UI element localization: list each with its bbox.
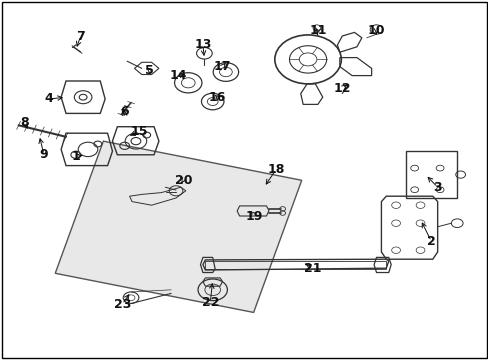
Text: 12: 12 bbox=[333, 82, 350, 95]
Bar bbox=[405, 151, 456, 198]
Text: 20: 20 bbox=[174, 174, 192, 186]
Text: 7: 7 bbox=[76, 30, 85, 42]
Text: 17: 17 bbox=[213, 60, 231, 73]
Text: 19: 19 bbox=[245, 210, 263, 222]
Text: 2: 2 bbox=[426, 235, 435, 248]
Text: 23: 23 bbox=[113, 298, 131, 311]
Text: 9: 9 bbox=[40, 148, 48, 161]
Text: 10: 10 bbox=[367, 24, 385, 37]
Text: 4: 4 bbox=[44, 93, 53, 105]
Text: 3: 3 bbox=[432, 181, 441, 194]
Text: 14: 14 bbox=[169, 69, 187, 82]
Text: 22: 22 bbox=[201, 296, 219, 309]
Text: 13: 13 bbox=[194, 39, 211, 51]
Text: 8: 8 bbox=[20, 116, 29, 129]
Text: 21: 21 bbox=[304, 262, 321, 275]
Text: 15: 15 bbox=[130, 125, 148, 138]
Text: 18: 18 bbox=[267, 163, 285, 176]
Bar bbox=[205, 261, 386, 269]
Text: 11: 11 bbox=[308, 24, 326, 37]
Text: 5: 5 bbox=[144, 64, 153, 77]
Text: 16: 16 bbox=[208, 91, 226, 104]
Polygon shape bbox=[55, 141, 301, 312]
Text: 1: 1 bbox=[71, 150, 80, 163]
Text: 6: 6 bbox=[120, 105, 129, 118]
